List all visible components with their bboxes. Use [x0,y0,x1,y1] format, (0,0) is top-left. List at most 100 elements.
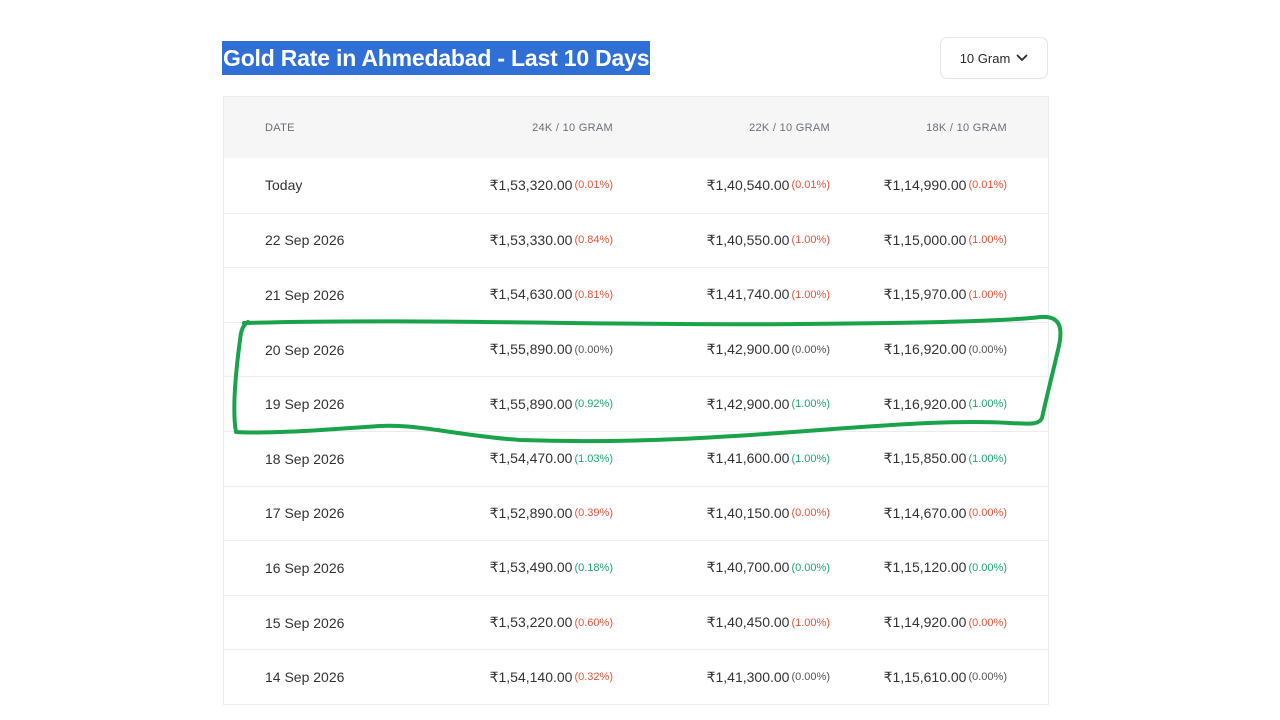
rate-22k: ₹1,42,900.00 (1.00%) [707,377,830,431]
rate-value: ₹1,15,970.00 [883,286,967,303]
rate-value: ₹1,40,150.00 [706,504,790,521]
rate-24k: ₹1,54,470.00 (1.03%) [490,432,613,486]
row-date: 18 Sep 2026 [265,450,345,467]
header-24k: 24K / 10 GRAM [532,121,613,134]
rate-22k: ₹1,41,300.00 (0.00%) [707,650,830,704]
rate-22k: ₹1,40,540.00 (0.01%) [707,158,830,213]
chevron-down-icon [1016,54,1028,62]
rate-change: (1.00%) [968,288,1007,301]
table-header-row: DATE 24K / 10 GRAM 22K / 10 GRAM 18K / 1… [224,97,1048,158]
rate-22k: ₹1,41,740.00 (1.00%) [707,268,830,322]
rate-value: ₹1,41,600.00 [706,450,790,467]
rate-value: ₹1,40,550.00 [706,231,790,248]
rate-change: (1.00%) [791,452,830,465]
table-row: 17 Sep 2026 ₹1,52,890.00 (0.39%) ₹1,40,150.… [224,485,1048,541]
table-row: 15 Sep 2026 ₹1,53,220.00 (0.60%) ₹1,40,450.… [224,594,1048,650]
rate-value: ₹1,55,890.00 [489,395,573,412]
unit-dropdown[interactable]: 10 Gram [940,37,1048,79]
row-date: 20 Sep 2026 [265,341,345,358]
rate-change: (1.00%) [791,288,830,301]
rate-value: ₹1,15,120.00 [883,559,967,576]
rate-change: (0.32%) [574,671,613,684]
row-date: 21 Sep 2026 [265,286,345,303]
rate-change: (1.00%) [791,234,830,247]
rate-value: ₹1,15,610.00 [883,668,967,685]
rate-18k: ₹1,15,000.00 (1.00%) [884,214,1007,268]
rate-24k: ₹1,55,890.00 (0.00%) [490,323,613,377]
rate-value: ₹1,53,220.00 [489,614,573,631]
row-date: Today [265,177,303,194]
table-row: 21 Sep 2026 ₹1,54,630.00 (0.81%) ₹1,41,740.… [224,267,1048,322]
rate-change: (0.00%) [791,671,830,684]
rate-value: ₹1,42,900.00 [706,341,790,358]
table-row: 18 Sep 2026 ₹1,54,470.00 (1.03%) ₹1,41,600.… [224,430,1048,486]
rate-value: ₹1,53,330.00 [489,231,573,248]
rate-24k: ₹1,52,890.00 (0.39%) [490,487,613,541]
table-row: 19 Sep 2026 ₹1,55,890.00 (0.92%) ₹1,42,900.… [224,376,1048,431]
rate-change: (1.03%) [574,452,613,465]
table-row: 16 Sep 2026 ₹1,53,490.00 (0.18%) ₹1,40,700.… [224,540,1048,595]
rate-change: (0.01%) [968,179,1007,192]
rate-18k: ₹1,16,920.00 (1.00%) [884,377,1007,431]
rate-change: (0.01%) [574,179,613,192]
rate-24k: ₹1,55,890.00 (0.92%) [490,377,613,431]
rate-change: (0.00%) [791,561,830,574]
rate-value: ₹1,40,540.00 [706,176,790,193]
rate-18k: ₹1,16,920.00 (0.00%) [884,323,1007,377]
rate-value: ₹1,54,630.00 [489,286,573,303]
rate-18k: ₹1,15,120.00 (0.00%) [884,541,1007,595]
page-title: Gold Rate in Ahmedabad - Last 10 Days [222,41,651,75]
row-date: 22 Sep 2026 [265,232,345,249]
header-22k: 22K / 10 GRAM [749,121,830,134]
rate-change: (0.00%) [791,343,830,356]
rate-value: ₹1,54,140.00 [489,668,573,685]
rate-change: (0.00%) [968,561,1007,574]
row-date: 15 Sep 2026 [265,614,345,631]
rate-value: ₹1,15,850.00 [883,450,967,467]
rate-value: ₹1,55,890.00 [489,341,573,358]
rate-18k: ₹1,14,990.00 (0.01%) [884,158,1007,213]
rate-18k: ₹1,14,670.00 (0.00%) [884,487,1007,541]
rate-22k: ₹1,40,150.00 (0.00%) [707,487,830,541]
rate-value: ₹1,14,920.00 [883,614,967,631]
rate-value: ₹1,16,920.00 [883,395,967,412]
rate-18k: ₹1,15,610.00 (0.00%) [884,650,1007,704]
header-date: DATE [265,121,295,134]
rate-change: (0.00%) [968,616,1007,629]
rate-value: ₹1,15,000.00 [883,231,967,248]
rate-value: ₹1,40,450.00 [706,614,790,631]
unit-dropdown-value: 10 Gram [959,50,1011,66]
rate-value: ₹1,41,300.00 [706,668,790,685]
rate-22k: ₹1,41,600.00 (1.00%) [707,432,830,486]
rate-change: (1.00%) [968,398,1007,411]
rate-value: ₹1,53,320.00 [489,176,573,193]
table-row: 22 Sep 2026 ₹1,53,330.00 (0.84%) ₹1,40,550.… [224,212,1048,268]
rate-change: (0.00%) [968,507,1007,520]
rate-change: (0.39%) [574,507,613,520]
rate-change: (0.81%) [574,288,613,301]
rate-change: (0.00%) [574,343,613,356]
rate-18k: ₹1,14,920.00 (0.00%) [884,596,1007,650]
rate-change: (0.60%) [574,616,613,629]
rate-24k: ₹1,53,490.00 (0.18%) [490,541,613,595]
row-date: 19 Sep 2026 [265,396,345,413]
rate-value: ₹1,53,490.00 [489,559,573,576]
rate-24k: ₹1,53,220.00 (0.60%) [490,596,613,650]
rate-value: ₹1,14,990.00 [883,176,967,193]
rate-change: (0.00%) [791,507,830,520]
rate-18k: ₹1,15,970.00 (1.00%) [884,268,1007,322]
rate-value: ₹1,52,890.00 [489,504,573,521]
rate-value: ₹1,42,900.00 [706,395,790,412]
rate-22k: ₹1,40,550.00 (1.00%) [707,214,830,268]
rate-change: (0.01%) [791,179,830,192]
rate-change: (0.00%) [968,671,1007,684]
rate-change: (1.00%) [791,616,830,629]
row-date: 14 Sep 2026 [265,669,345,686]
header-18k: 18K / 10 GRAM [926,121,1007,134]
rate-change: (0.84%) [574,234,613,247]
gold-rate-table: DATE 24K / 10 GRAM 22K / 10 GRAM 18K / 1… [223,96,1049,705]
rate-22k: ₹1,40,450.00 (1.00%) [707,596,830,650]
rate-22k: ₹1,42,900.00 (0.00%) [707,323,830,377]
table-row: 14 Sep 2026 ₹1,54,140.00 (0.32%) ₹1,41,300.… [224,649,1048,704]
rate-22k: ₹1,40,700.00 (0.00%) [707,541,830,595]
